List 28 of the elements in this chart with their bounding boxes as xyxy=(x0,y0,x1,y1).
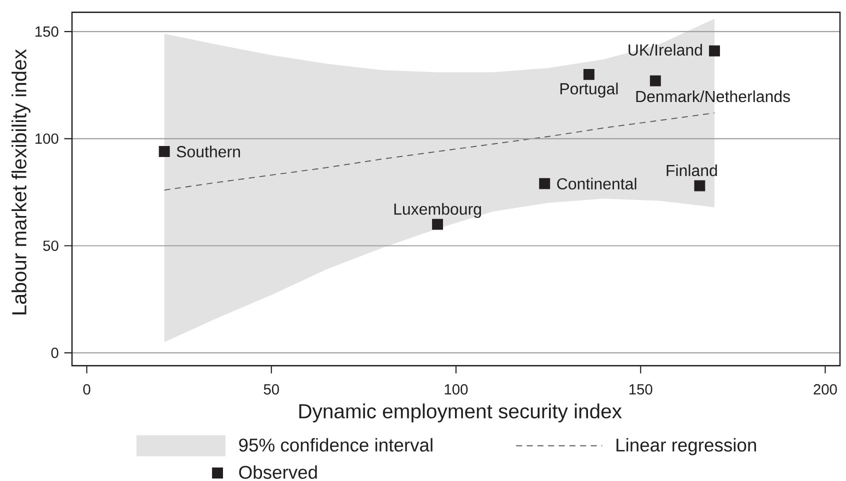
annotation: Luxembourg xyxy=(394,203,481,218)
point xyxy=(158,146,170,157)
annotation: Finland xyxy=(666,164,717,176)
point xyxy=(539,178,550,190)
point xyxy=(650,75,661,86)
point xyxy=(583,68,594,80)
x-tick-label: 50 xyxy=(264,384,279,395)
x-tick-label: 200 xyxy=(814,384,837,395)
y-tick-label: 100 xyxy=(36,133,58,144)
legend-label: Observed xyxy=(239,465,317,479)
y-tick-label: 0 xyxy=(51,348,58,358)
annotation: Portugal xyxy=(560,82,618,98)
point xyxy=(708,45,720,56)
text: 95% confidence interval xyxy=(239,438,432,452)
x-tick-label: 0 xyxy=(83,384,90,395)
x-tick-label: 100 xyxy=(444,384,468,395)
annotation: Continental xyxy=(557,178,636,190)
annotation: UK/Ireland xyxy=(628,44,702,56)
y-axis-title: Labour market flexibility index xyxy=(12,49,30,314)
point xyxy=(432,218,444,230)
x-axis-title: Dynamic employment security index xyxy=(299,404,622,422)
y-tick-label: 50 xyxy=(43,240,58,251)
annotation: Southern xyxy=(176,146,240,158)
y-tick-label: 150 xyxy=(36,26,58,37)
legend-label: Linear regression xyxy=(616,438,756,456)
annotation: Denmark/Netherlands xyxy=(636,90,790,102)
point xyxy=(694,180,706,192)
x-tick-label: 150 xyxy=(629,384,652,395)
